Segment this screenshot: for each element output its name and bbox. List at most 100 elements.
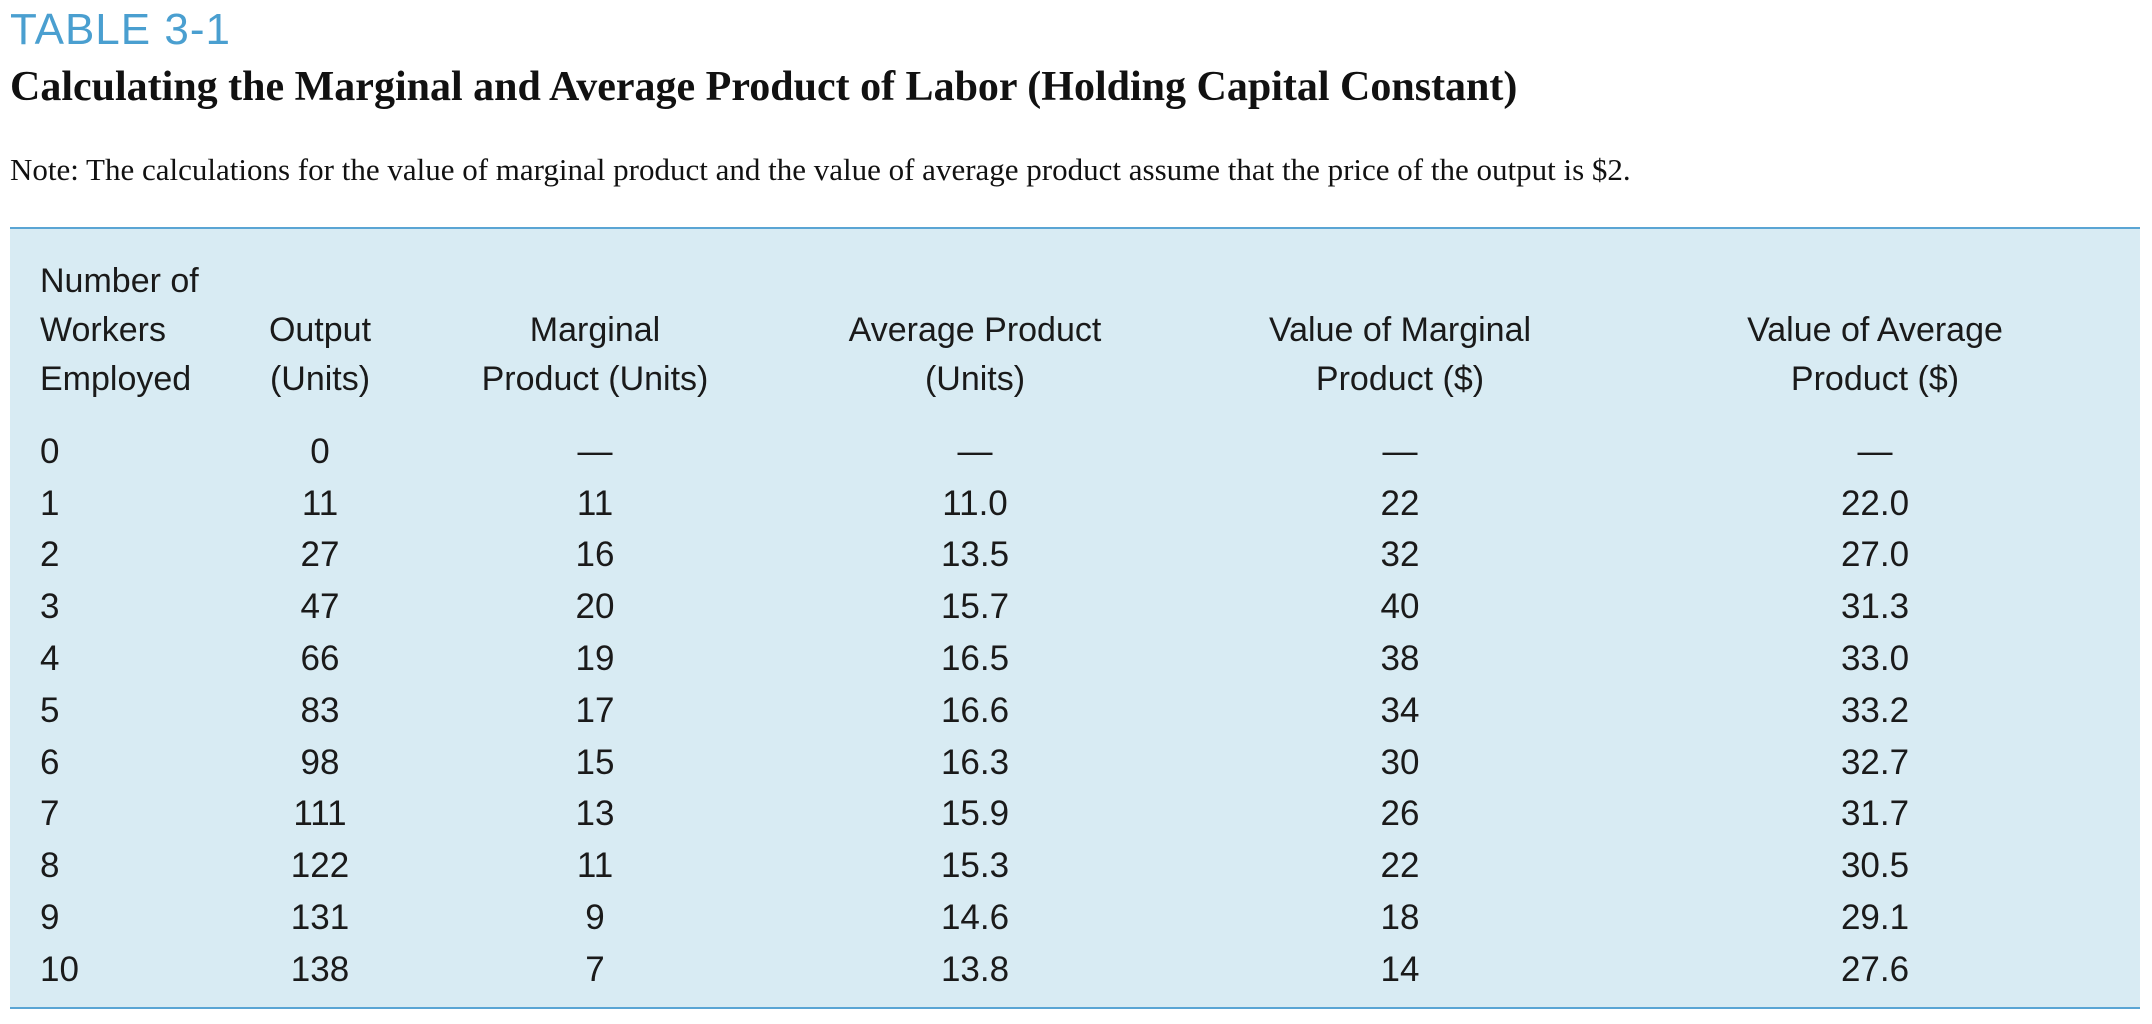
table-cell: 7 bbox=[585, 949, 605, 989]
header-line: Value of Average bbox=[1747, 311, 2003, 349]
table-cell: 11 bbox=[301, 483, 339, 523]
table-cell: 13 bbox=[575, 794, 615, 834]
table-cell: — bbox=[577, 431, 613, 471]
table-cell: 111 bbox=[293, 794, 347, 834]
header-line: Output bbox=[268, 311, 372, 349]
table-cell: 0 bbox=[310, 431, 330, 471]
table-cell: — bbox=[1857, 431, 1893, 471]
table-cell: 66 bbox=[300, 639, 340, 679]
table-row: 2 27 16 13.5 32 27.0 bbox=[10, 530, 2140, 582]
header-line: Product (Units) bbox=[481, 360, 709, 398]
table-cell: 15.3 bbox=[940, 846, 1010, 886]
table-cell: 2 bbox=[40, 535, 60, 575]
table-cell: 18 bbox=[1380, 898, 1420, 938]
table-cell: 30.5 bbox=[1840, 846, 1910, 886]
table-cell: 11 bbox=[576, 483, 614, 523]
table-cell: 83 bbox=[300, 690, 340, 730]
table-cell: 9 bbox=[40, 898, 60, 938]
table-cell: 16 bbox=[575, 535, 615, 575]
table-cell: 13.8 bbox=[940, 949, 1010, 989]
table-cell: 14.6 bbox=[940, 898, 1010, 938]
table-cell: — bbox=[1382, 431, 1418, 471]
table-number-label: TABLE 3-1 bbox=[10, 5, 231, 54]
table-cell: 8 bbox=[40, 846, 60, 886]
table-cell: 14 bbox=[1380, 949, 1420, 989]
table-row: 1 11 11 11.0 22 22.0 bbox=[10, 478, 2140, 530]
table-cell: 4 bbox=[40, 639, 60, 679]
table-row: 4 66 19 16.5 38 33.0 bbox=[10, 633, 2140, 685]
table-cell: 16.6 bbox=[940, 690, 1010, 730]
column-header-marginal-product: Marginal Product (Units) bbox=[430, 229, 760, 426]
table-cell: 26 bbox=[1380, 794, 1420, 834]
column-header-workers: Number of Workers Employed bbox=[10, 229, 210, 426]
header-line: (Units) bbox=[924, 360, 1026, 398]
table-cell: 122 bbox=[290, 846, 350, 886]
table-cell: 32 bbox=[1380, 535, 1420, 575]
table-cell: 19 bbox=[575, 639, 615, 679]
table-cell: 20 bbox=[575, 587, 615, 627]
table-row: 8 122 11 15.3 22 30.5 bbox=[10, 840, 2140, 892]
table-row: 6 98 15 16.3 30 32.7 bbox=[10, 737, 2140, 789]
table-row: 7 111 13 15.9 26 31.7 bbox=[10, 789, 2140, 841]
table-cell: 15 bbox=[575, 742, 615, 782]
header-line: Employed bbox=[40, 360, 192, 398]
table-cell: 32.7 bbox=[1840, 742, 1910, 782]
table-cell: 22 bbox=[1380, 483, 1420, 523]
table-title: Calculating the Marginal and Average Pro… bbox=[10, 64, 1518, 110]
table-cell: 15.9 bbox=[940, 794, 1010, 834]
table-cell: 27.0 bbox=[1840, 535, 1910, 575]
table-cell: 33.2 bbox=[1840, 690, 1910, 730]
table-cell: 27 bbox=[300, 535, 340, 575]
table-cell: 33.0 bbox=[1840, 639, 1910, 679]
column-header-value-average-product: Value of Average Product ($) bbox=[1610, 229, 2140, 426]
header-line: Value of Marginal bbox=[1268, 311, 1532, 349]
table-cell: 0 bbox=[40, 431, 60, 471]
table-cell: 138 bbox=[290, 949, 350, 989]
table-cell: 16.3 bbox=[940, 742, 1010, 782]
table-cell: 5 bbox=[40, 690, 60, 730]
table-cell: 40 bbox=[1380, 587, 1420, 627]
header-line: Workers bbox=[40, 311, 166, 349]
table-cell: 17 bbox=[575, 690, 615, 730]
table-cell: 34 bbox=[1380, 690, 1420, 730]
table-cell: 131 bbox=[290, 898, 350, 938]
header-line: Number of bbox=[40, 262, 199, 300]
table-cell: 27.6 bbox=[1840, 949, 1910, 989]
table-cell: 16.5 bbox=[940, 639, 1010, 679]
table-cell: 13.5 bbox=[940, 535, 1010, 575]
table-cell: 7 bbox=[40, 794, 60, 834]
table-cell: 9 bbox=[585, 898, 605, 938]
header-line: Product ($) bbox=[1315, 360, 1485, 398]
header-line: (Units) bbox=[269, 360, 371, 398]
header-line: Marginal bbox=[529, 311, 661, 349]
table-cell: 38 bbox=[1380, 639, 1420, 679]
table-note: Note: The calculations for the value of … bbox=[10, 152, 1631, 187]
table-cell: 11 bbox=[576, 846, 614, 886]
table-row: 5 83 17 16.6 34 33.2 bbox=[10, 685, 2140, 737]
table-row: 10 138 7 13.8 14 27.6 bbox=[10, 944, 2140, 996]
table-cell: 22 bbox=[1380, 846, 1420, 886]
table-cell: 47 bbox=[300, 587, 340, 627]
table-cell: 3 bbox=[40, 587, 60, 627]
table-panel: Number of Workers Employed Output (Units… bbox=[10, 227, 2140, 1009]
table-header-row: Number of Workers Employed Output (Units… bbox=[10, 229, 2140, 426]
table-cell: 31.7 bbox=[1840, 794, 1910, 834]
table-cell: 1 bbox=[40, 483, 60, 523]
table-row: 9 131 9 14.6 18 29.1 bbox=[10, 892, 2140, 944]
data-table: Number of Workers Employed Output (Units… bbox=[10, 229, 2140, 996]
header-line: Average Product bbox=[848, 311, 1102, 349]
table-cell: 6 bbox=[40, 742, 60, 782]
table-cell: — bbox=[957, 431, 993, 471]
table-cell: 15.7 bbox=[940, 587, 1010, 627]
column-header-average-product: Average Product (Units) bbox=[760, 229, 1190, 426]
table-cell: 29.1 bbox=[1840, 898, 1910, 938]
table-cell: 22.0 bbox=[1840, 483, 1910, 523]
table-cell: 11.0 bbox=[942, 483, 1008, 523]
table-row: 3 47 20 15.7 40 31.3 bbox=[10, 581, 2140, 633]
table-cell: 31.3 bbox=[1840, 587, 1910, 627]
column-header-value-marginal-product: Value of Marginal Product ($) bbox=[1190, 229, 1610, 426]
table-row: 0 0 — — — — bbox=[10, 426, 2140, 478]
table-cell: 30 bbox=[1380, 742, 1420, 782]
table-cell: 10 bbox=[40, 949, 79, 989]
